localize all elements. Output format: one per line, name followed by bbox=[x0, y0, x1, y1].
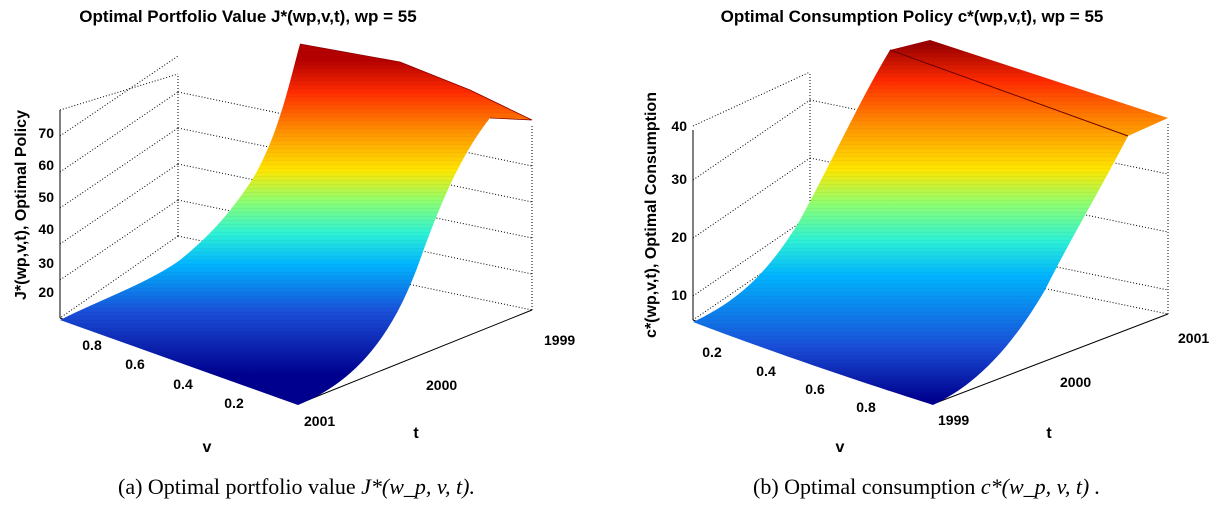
caption-a-math: J*(w_p, v, t). bbox=[361, 474, 475, 499]
chart-a-vtick-04: 0.4 bbox=[173, 376, 193, 392]
chart-b-t-axis: 2001 2000 1999 bbox=[938, 330, 1209, 428]
chart-a-ztick-50: 50 bbox=[38, 189, 54, 205]
chart-a-ztick-20: 20 bbox=[38, 284, 54, 300]
chart-b-ztick-20: 20 bbox=[671, 229, 687, 245]
chart-a-ttick-2001: 2001 bbox=[304, 413, 335, 429]
chart-a-t-axis: 1999 2000 2001 bbox=[304, 332, 575, 429]
chart-b-t-label: t bbox=[1046, 425, 1052, 442]
chart-a-ztick-60: 60 bbox=[38, 157, 54, 173]
chart-a-z-axis: 20 30 40 50 60 70 bbox=[38, 125, 54, 300]
chart-b-vtick-06: 0.6 bbox=[805, 381, 825, 397]
chart-a-v-label: v bbox=[203, 439, 212, 456]
chart-a-vtick-02: 0.2 bbox=[224, 395, 244, 411]
chart-b-v-label: v bbox=[836, 439, 845, 456]
chart-b-title: Optimal Consumption Policy c*(wp,v,t), w… bbox=[721, 7, 1104, 26]
chart-a-vtick-08: 0.8 bbox=[82, 337, 102, 353]
chart-b-vtick-08: 0.8 bbox=[856, 399, 876, 415]
panel-a: Optimal Portfolio Value J*(wp,v,t), wp =… bbox=[13, 7, 575, 456]
chart-b-z-label: c*(wp,v,t), Optimal Consumption bbox=[643, 92, 660, 338]
chart-b-ttick-1999: 1999 bbox=[938, 412, 969, 428]
chart-b-ztick-30: 30 bbox=[671, 171, 687, 187]
chart-a-t-label: t bbox=[413, 425, 419, 442]
caption-a-label: (a) Optimal portfolio value bbox=[118, 474, 356, 499]
caption-b-math: c*(w_p, v, t) . bbox=[980, 474, 1101, 499]
chart-a-surface bbox=[60, 43, 533, 405]
chart-a-ttick-1999: 1999 bbox=[544, 332, 575, 348]
chart-a-ztick-40: 40 bbox=[38, 221, 54, 237]
chart-a-v-axis: 0.8 0.6 0.4 0.2 bbox=[82, 337, 244, 411]
chart-b-z-axis: 10 20 30 40 bbox=[671, 118, 687, 303]
chart-a-ttick-2000: 2000 bbox=[426, 377, 457, 393]
chart-b-v-axis: 0.2 0.4 0.6 0.8 bbox=[702, 344, 876, 415]
panel-b: Optimal Consumption Policy c*(wp,v,t), w… bbox=[643, 7, 1209, 456]
caption-b: (b) Optimal consumption c*(w_p, v, t) . bbox=[753, 474, 1100, 500]
chart-b-vtick-02: 0.2 bbox=[702, 344, 722, 360]
chart-b-ztick-40: 40 bbox=[671, 118, 687, 134]
chart-b-ztick-10: 10 bbox=[671, 287, 687, 303]
chart-b-ttick-2000: 2000 bbox=[1060, 374, 1091, 390]
caption-b-label: (b) Optimal consumption bbox=[753, 474, 976, 499]
chart-a-ztick-30: 30 bbox=[38, 255, 54, 271]
chart-a-vtick-06: 0.6 bbox=[125, 356, 145, 372]
caption-a: (a) Optimal portfolio value J*(w_p, v, t… bbox=[118, 474, 475, 500]
chart-a-ztick-70: 70 bbox=[38, 125, 54, 141]
chart-a-z-label: J*(wp,v,t), Optimal Policy bbox=[13, 110, 30, 300]
chart-b-surface bbox=[693, 40, 1168, 405]
chart-b-ttick-2001: 2001 bbox=[1178, 330, 1209, 346]
chart-a-title: Optimal Portfolio Value J*(wp,v,t), wp =… bbox=[79, 7, 416, 26]
chart-b-vtick-04: 0.4 bbox=[756, 363, 776, 379]
